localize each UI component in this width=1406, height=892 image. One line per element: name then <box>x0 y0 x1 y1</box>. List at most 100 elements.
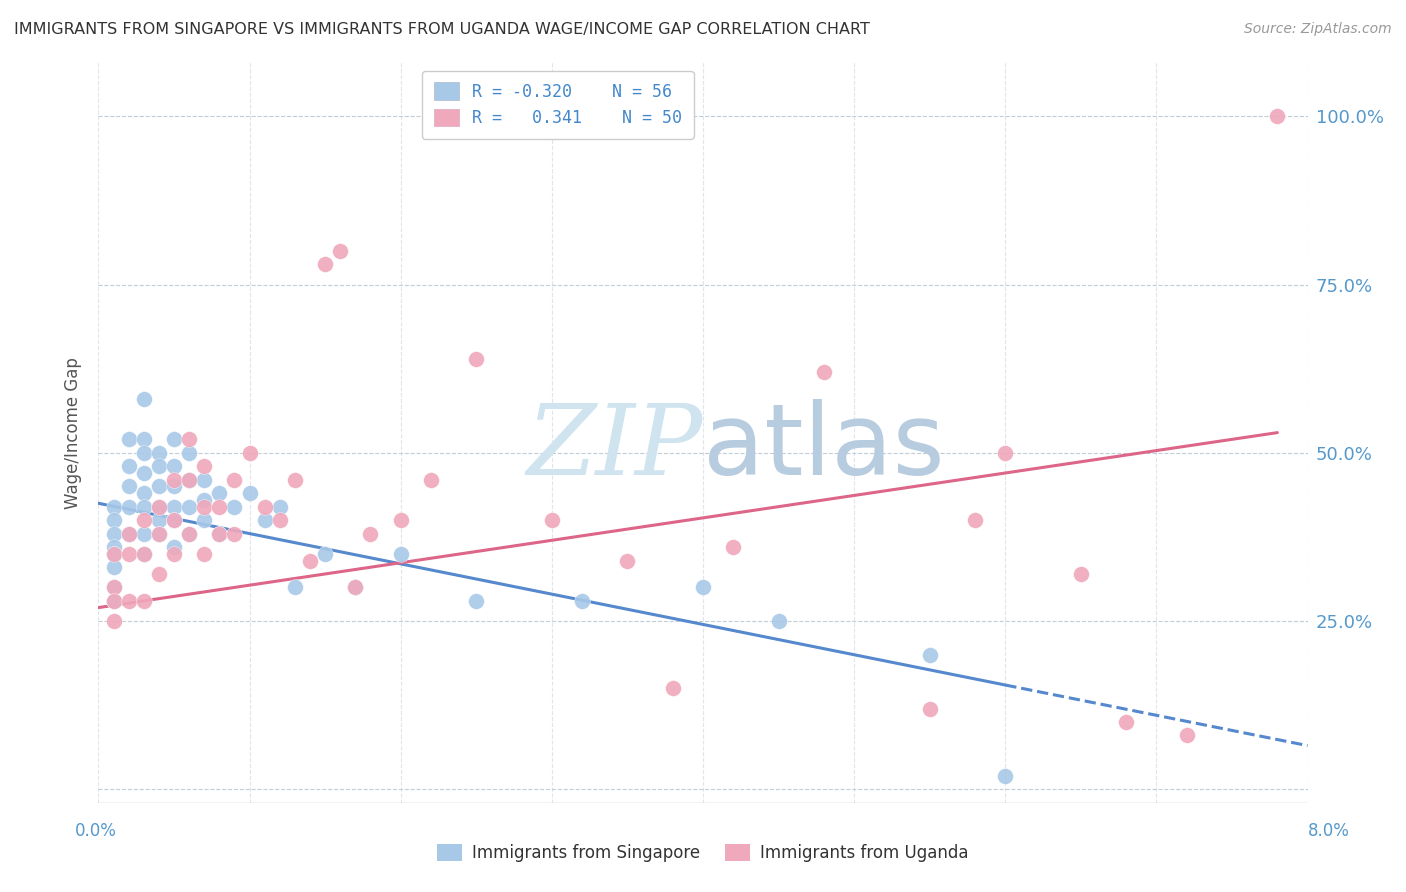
Point <box>253 500 276 514</box>
Y-axis label: Wage/Income Gap: Wage/Income Gap <box>65 357 83 508</box>
Point <box>132 486 155 500</box>
Point <box>179 473 201 487</box>
Point <box>360 526 382 541</box>
Point <box>103 500 125 514</box>
Text: 8.0%: 8.0% <box>1308 822 1350 840</box>
Point <box>132 547 155 561</box>
Point <box>179 526 201 541</box>
Point <box>163 473 186 487</box>
Text: 0.0%: 0.0% <box>75 822 117 840</box>
Point <box>1267 109 1289 123</box>
Point <box>132 526 155 541</box>
Point <box>389 547 412 561</box>
Point <box>253 513 276 527</box>
Point <box>193 513 215 527</box>
Point <box>344 581 367 595</box>
Point <box>163 540 186 554</box>
Point <box>103 526 125 541</box>
Text: ZIP: ZIP <box>527 400 703 495</box>
Point <box>132 500 155 514</box>
Point <box>208 486 231 500</box>
Point <box>118 594 141 608</box>
Point <box>571 594 593 608</box>
Point <box>1175 729 1198 743</box>
Point <box>344 581 367 595</box>
Point <box>179 446 201 460</box>
Point <box>163 433 186 447</box>
Point <box>103 614 125 628</box>
Text: IMMIGRANTS FROM SINGAPORE VS IMMIGRANTS FROM UGANDA WAGE/INCOME GAP CORRELATION : IMMIGRANTS FROM SINGAPORE VS IMMIGRANTS … <box>14 22 870 37</box>
Point <box>118 433 141 447</box>
Point <box>148 459 170 474</box>
Point <box>103 581 125 595</box>
Point <box>918 648 941 662</box>
Point <box>224 473 246 487</box>
Text: atlas: atlas <box>703 399 945 496</box>
Point <box>813 365 835 379</box>
Point <box>132 433 155 447</box>
Point <box>208 526 231 541</box>
Point <box>179 526 201 541</box>
Point <box>193 459 215 474</box>
Point <box>163 459 186 474</box>
Point <box>132 513 155 527</box>
Text: Source: ZipAtlas.com: Source: ZipAtlas.com <box>1244 22 1392 37</box>
Point <box>148 526 170 541</box>
Point <box>208 526 231 541</box>
Point <box>692 581 714 595</box>
Point <box>1070 566 1092 581</box>
Point <box>118 526 141 541</box>
Point <box>118 479 141 493</box>
Point <box>148 513 170 527</box>
Point <box>103 513 125 527</box>
Point <box>420 473 443 487</box>
Legend: Immigrants from Singapore, Immigrants from Uganda: Immigrants from Singapore, Immigrants fr… <box>430 837 976 869</box>
Point <box>994 446 1017 460</box>
Point <box>118 459 141 474</box>
Point <box>193 500 215 514</box>
Point <box>540 513 562 527</box>
Point <box>163 513 186 527</box>
Point <box>103 560 125 574</box>
Point <box>132 547 155 561</box>
Point <box>118 547 141 561</box>
Point <box>132 446 155 460</box>
Point <box>132 594 155 608</box>
Point <box>314 547 336 561</box>
Point <box>179 473 201 487</box>
Point <box>163 547 186 561</box>
Point <box>208 500 231 514</box>
Point <box>329 244 352 258</box>
Point <box>103 547 125 561</box>
Point <box>132 466 155 480</box>
Point <box>616 553 638 567</box>
Point <box>163 500 186 514</box>
Point <box>918 701 941 715</box>
Point <box>118 500 141 514</box>
Point <box>994 769 1017 783</box>
Point <box>148 566 170 581</box>
Point <box>103 594 125 608</box>
Point <box>179 433 201 447</box>
Point <box>723 540 745 554</box>
Point <box>224 500 246 514</box>
Point <box>224 526 246 541</box>
Point <box>193 473 215 487</box>
Point <box>148 526 170 541</box>
Point <box>103 594 125 608</box>
Point <box>163 479 186 493</box>
Point <box>132 392 155 406</box>
Point <box>465 351 488 366</box>
Point <box>148 500 170 514</box>
Point <box>269 513 291 527</box>
Point <box>284 473 307 487</box>
Point <box>284 581 307 595</box>
Point <box>103 540 125 554</box>
Point <box>148 479 170 493</box>
Point <box>239 446 262 460</box>
Point <box>299 553 322 567</box>
Point <box>269 500 291 514</box>
Point <box>148 446 170 460</box>
Point <box>193 492 215 507</box>
Point <box>1115 714 1137 729</box>
